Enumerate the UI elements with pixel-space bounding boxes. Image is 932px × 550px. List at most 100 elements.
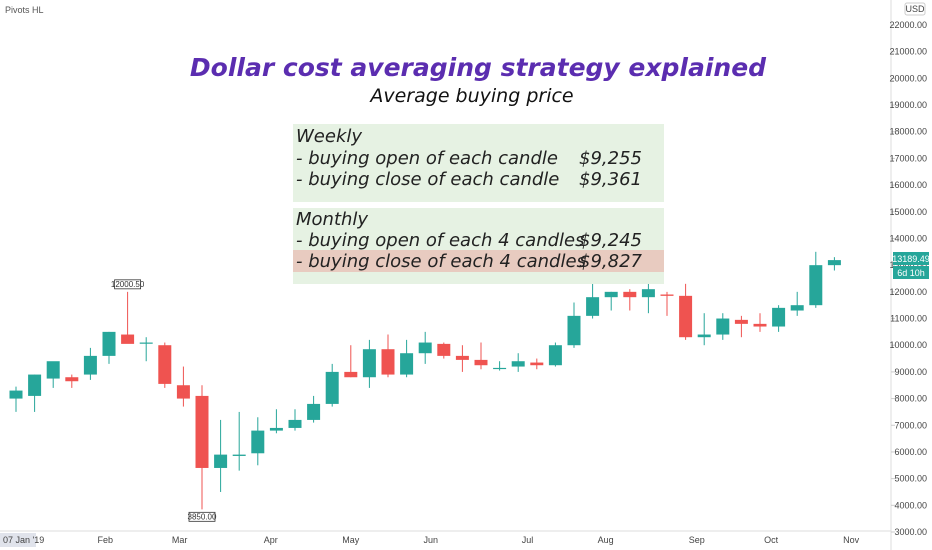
price-tick-label: 4000.00 (894, 500, 927, 510)
candle-body (660, 294, 674, 296)
pivot-label: 3850.00 (188, 512, 217, 521)
price-tick-label: 7000.00 (894, 420, 927, 430)
candle-body (139, 342, 153, 344)
price-tick-label: 14000.00 (889, 233, 927, 243)
chart-title: Dollar cost averaging strategy explained (190, 53, 767, 82)
pivot-labels: 12000.50 3850.00 (111, 279, 217, 522)
candle-body (772, 307, 786, 327)
time-cursor-box (0, 533, 36, 547)
candle-body (325, 371, 339, 404)
candle-body (83, 355, 97, 375)
price-tick-label: 16000.00 (889, 180, 927, 190)
weekly-row-value: $9,255 (579, 148, 642, 169)
candle-body (102, 331, 116, 356)
time-tick-label: Feb (98, 535, 114, 545)
chart-subtitle: Average buying price (368, 85, 573, 107)
weekly-box: Weekly - buying open of each candle $9,2… (293, 124, 664, 202)
pivot-label: 12000.50 (111, 280, 145, 289)
candle-body (753, 323, 767, 327)
last-price-box (893, 252, 929, 265)
price-tick-label: 11000.00 (890, 314, 927, 324)
candle-body (65, 377, 79, 382)
price-tick-label: 12000.00 (889, 287, 927, 297)
candle-body (809, 265, 823, 306)
price-tick-label: 21000.00 (889, 47, 927, 57)
price-tick-label: 19000.00 (889, 100, 927, 110)
price-tick-label: 18000.00 (889, 127, 927, 137)
time-tick-label: Sep (689, 535, 705, 545)
weekly-heading: Weekly (296, 126, 362, 147)
candle-body (530, 362, 544, 366)
candle-body (790, 305, 804, 311)
candle-body (567, 315, 581, 346)
candle-body (827, 260, 841, 266)
price-tick-label: 20000.00 (889, 73, 927, 83)
candle-body (344, 371, 358, 378)
candle-body (288, 419, 302, 428)
candle-body (195, 395, 209, 468)
price-tick-label: 10000.00 (889, 340, 927, 350)
weekly-box-background (293, 124, 664, 202)
price-tick-label: 13000.00 (889, 260, 927, 270)
candle-body (269, 427, 283, 431)
candle-body (232, 454, 246, 456)
candle-body (548, 345, 562, 366)
candle-body (400, 353, 414, 375)
monthly-row-value: $9,245 (579, 230, 642, 251)
candle-body (214, 454, 228, 468)
candle-body (623, 291, 637, 298)
candle-body (604, 291, 618, 298)
candle-body (381, 349, 395, 375)
candle-body (121, 334, 135, 344)
time-tick-label: Mar (172, 535, 188, 545)
candle-body (679, 295, 693, 338)
monthly-row-label-highlighted: - buying close of each 4 candles (296, 251, 586, 272)
candle-body (307, 403, 321, 420)
price-tick-label: 8000.00 (894, 394, 927, 404)
time-tick-label: Jul (522, 535, 534, 545)
weekly-row-label: - buying close of each candle (296, 169, 559, 190)
pivot-label-box (188, 511, 216, 522)
monthly-row-value-highlighted: $9,827 (579, 251, 643, 272)
candle-body (586, 297, 600, 316)
indicator-label[interactable]: Pivots HL (5, 5, 44, 15)
candle-body (158, 345, 172, 384)
weekly-row-label: - buying open of each candle (296, 148, 558, 169)
time-tick-label: Nov (843, 535, 860, 545)
last-price-value: 13189.49 (892, 254, 930, 264)
price-tick-label: 15000.00 (889, 207, 927, 217)
time-tick-label: Oct (764, 535, 779, 545)
candle-body (362, 349, 376, 378)
candle-body (251, 430, 265, 454)
weekly-row-value: $9,361 (579, 169, 642, 190)
price-tick-label: 6000.00 (894, 447, 927, 457)
candle-body (9, 390, 23, 399)
candle-body (697, 334, 711, 338)
candle-body (437, 343, 451, 356)
price-axis[interactable]: USD 3000.00 4000.00 5000.00 6000.00 7000.00 8… (889, 0, 927, 550)
candle-body (176, 385, 190, 399)
price-tick-label: 17000.00 (889, 153, 927, 163)
time-tick-label: 07 Jan '19 (3, 535, 44, 545)
currency-badge[interactable]: USD (904, 2, 926, 16)
monthly-row-label: - buying open of each 4 candles (296, 230, 585, 251)
time-tick-label: May (342, 535, 360, 545)
price-tick-label: 22000.00 (889, 20, 927, 30)
candle-body (716, 318, 730, 335)
price-tick-label: 9000.00 (894, 367, 927, 377)
candle-body (493, 367, 507, 370)
currency-badge-label: USD (905, 4, 925, 14)
last-price-tag[interactable]: 13189.49 6d 10h (892, 252, 930, 279)
candle-countdown: 6d 10h (897, 268, 925, 278)
time-tick-label: Jun (424, 535, 439, 545)
monthly-box: Monthly - buying open of each 4 candles … (293, 208, 664, 284)
title-block: Dollar cost averaging strategy explained… (190, 53, 767, 107)
time-tick-label: Aug (598, 535, 614, 545)
currency-badge-box (904, 2, 926, 16)
pivot-label-box (114, 279, 141, 290)
candle-body (474, 359, 488, 366)
candle-body (511, 361, 525, 367)
highlight-row-background (293, 250, 664, 272)
time-axis[interactable]: 07 Jan '19 Feb Mar Apr May Jun Jul Aug Sep Oct Nov (0, 530, 891, 547)
